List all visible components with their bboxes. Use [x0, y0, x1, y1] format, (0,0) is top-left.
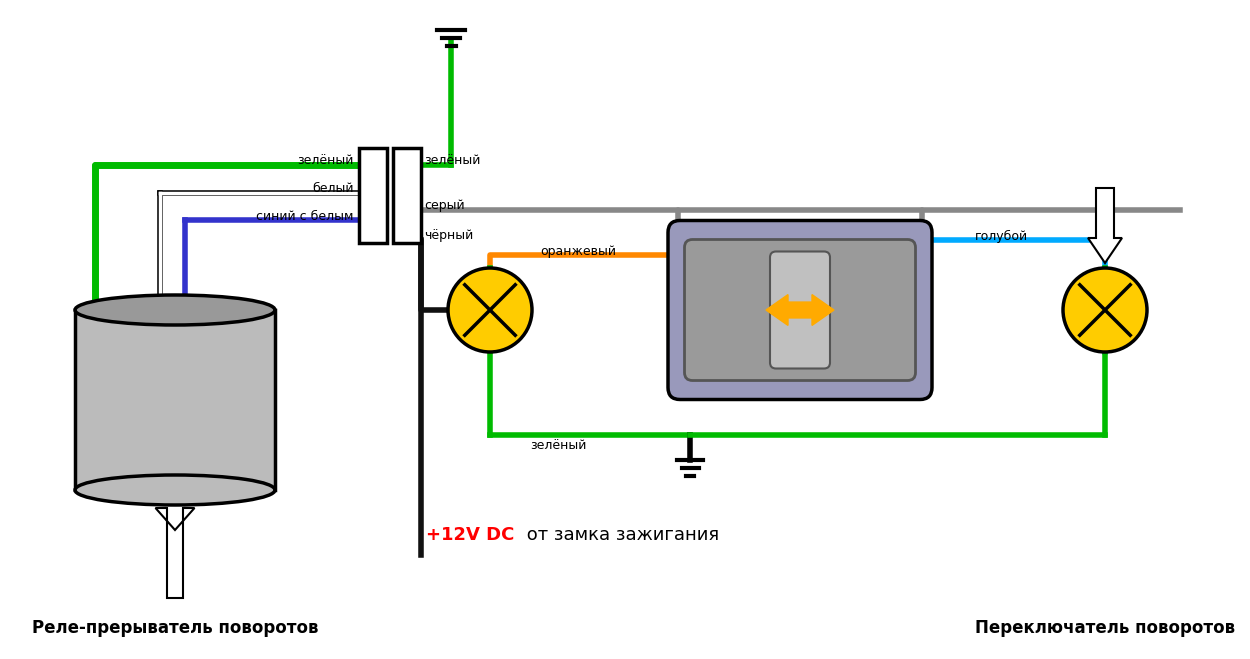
FancyBboxPatch shape [668, 221, 932, 399]
Text: оранжевый: оранжевый [540, 244, 616, 258]
Circle shape [448, 268, 532, 352]
Bar [392, 148, 421, 243]
Polygon shape [1088, 188, 1122, 263]
Text: серый: серый [424, 200, 465, 212]
Text: синий с белым: синий с белым [256, 210, 354, 223]
Text: чёрный: чёрный [424, 229, 474, 243]
Ellipse shape [75, 475, 275, 505]
FancyBboxPatch shape [685, 239, 915, 380]
Circle shape [1062, 268, 1148, 352]
FancyBboxPatch shape [770, 252, 830, 368]
Text: зелёный: зелёный [424, 154, 480, 167]
Polygon shape [155, 508, 195, 598]
Bar [75, 310, 275, 490]
Text: Реле-прерыватель поворотов: Реле-прерыватель поворотов [31, 619, 319, 637]
Text: от замка зажигания: от замка зажигания [521, 526, 719, 544]
Polygon shape [766, 295, 816, 326]
Text: зелёный: зелёный [298, 154, 354, 167]
Text: Переключатель поворотов: Переключатель поворотов [975, 619, 1235, 637]
Bar [359, 148, 388, 243]
Ellipse shape [75, 295, 275, 325]
Text: +12V DC: +12V DC [426, 526, 515, 544]
Text: зелёный: зелёный [530, 439, 586, 452]
Text: голубой: голубой [975, 229, 1028, 243]
Polygon shape [784, 295, 834, 326]
Text: белый: белый [312, 183, 354, 196]
